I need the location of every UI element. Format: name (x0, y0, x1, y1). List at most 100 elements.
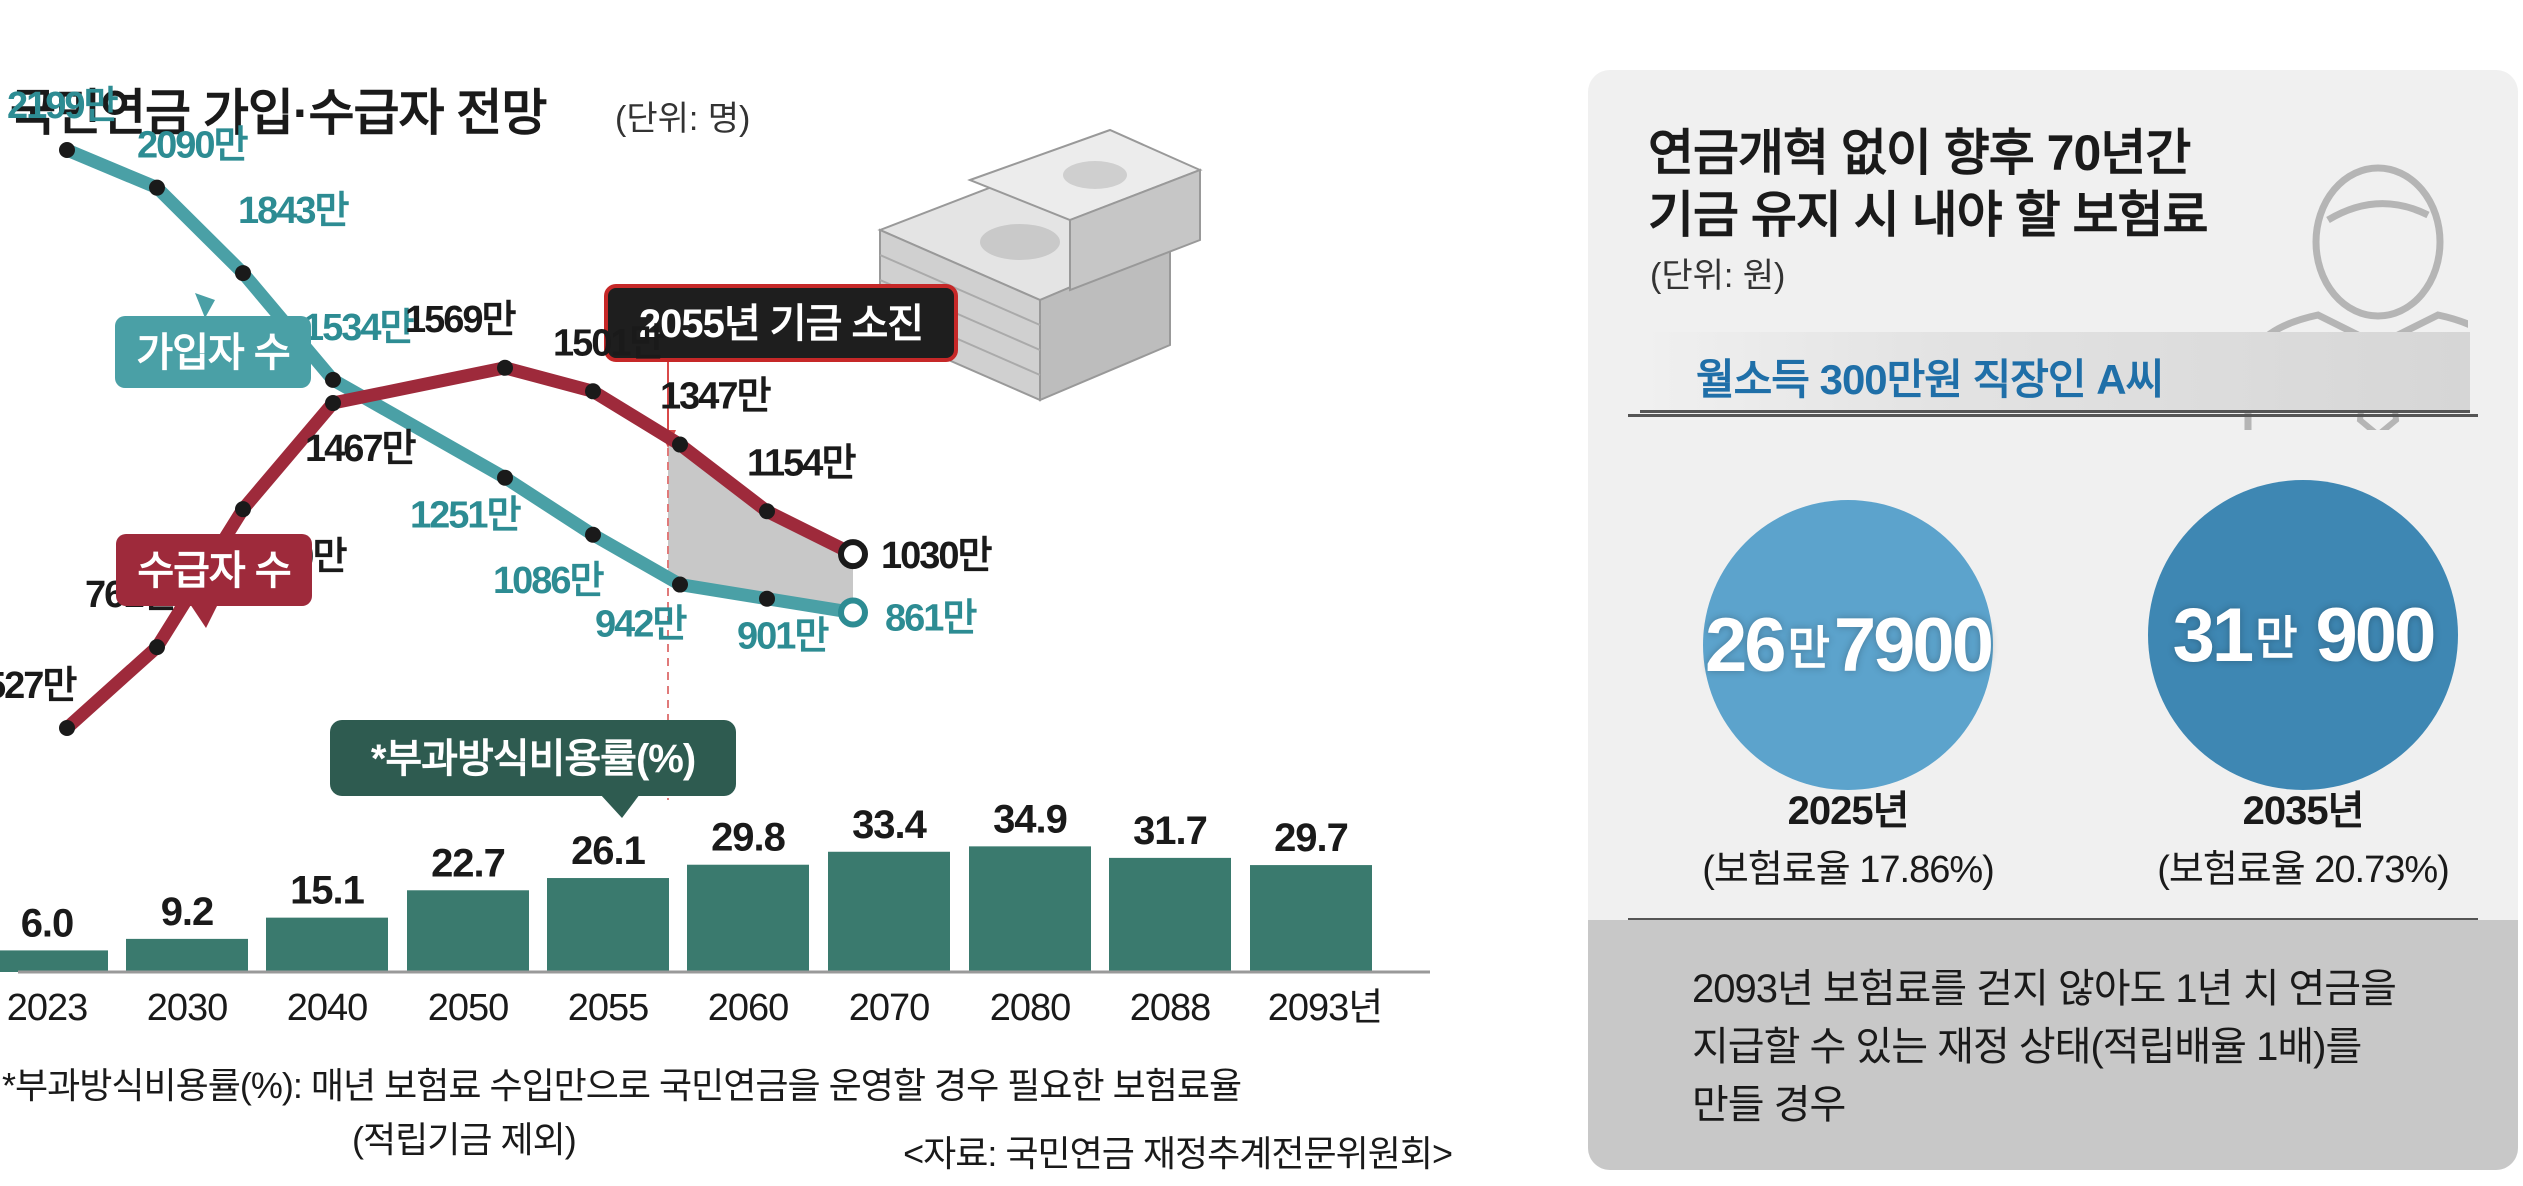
point-ben-7 (672, 436, 688, 453)
legend-beneficiaries-text: 수급자 수 (137, 549, 291, 593)
bar-value-6: 33.4 (852, 803, 928, 847)
depletion-callout: 2055년 기금 소진 (604, 284, 958, 362)
divider-bottom (1628, 918, 2478, 921)
point-ben-0 (59, 720, 75, 736)
bar-value-2: 15.1 (290, 869, 365, 913)
year-2035: 2035년 (2242, 789, 2365, 833)
chart-unit: (단위: 명) (615, 100, 750, 138)
panel-note-line1: 2093년 보험료를 걷지 않아도 1년 치 연금을 (1692, 967, 2397, 1011)
footnote-sub: (적립기금 제외) (352, 1119, 576, 1160)
bar-2050 (407, 890, 529, 972)
bar-2040 (266, 917, 388, 972)
panel-unit: (단위: 원) (1650, 257, 1786, 295)
legend-subscribers: 가입자 수 (115, 293, 311, 388)
legend-subscribers-text: 가입자 수 (136, 331, 290, 375)
point-sub-7 (672, 576, 688, 593)
point-ben-6 (585, 383, 601, 400)
year-2025: 2025년 (1787, 789, 1910, 833)
point-ben-5 (497, 359, 513, 376)
panel-title: 연금개혁 없이 향후 70년간 기금 유지 시 내야 할 보험료 (1648, 122, 2208, 246)
point-sub-8 (759, 590, 775, 607)
point-sub-9 (838, 597, 868, 628)
premium-2035-unit: 만 (2255, 612, 2298, 664)
year-label-2: 2040 (287, 987, 368, 1029)
label-sub-6: 1086만 (493, 560, 605, 602)
population-chart: 국민연금 가입·수급자 전망 (단위: 명) 2055년 기금 소진 2199만… (0, 85, 1453, 1174)
bar-2060 (687, 864, 809, 972)
premium-panel: 연금개혁 없이 향후 70년간 기금 유지 시 내야 할 보험료 (단위: 원)… (1588, 70, 2518, 1170)
point-ben-3 (325, 395, 341, 412)
label-sub-8: 901만 (737, 616, 829, 658)
footnote: *부과방식비용률(%): 매년 보험료 수입만으로 국민연금을 운영할 경우 필… (2, 1065, 1241, 1106)
premium-2025-unit: 만 (1787, 622, 1830, 674)
person-label: 월소득 300만원 직장인 A씨 (1696, 356, 2164, 403)
point-sub-2 (235, 265, 251, 282)
point-ben-9 (838, 539, 868, 570)
chart-title: 국민연금 가입·수급자 전망 (10, 85, 547, 141)
label-sub-5: 1251만 (410, 495, 522, 537)
bar-2070 (828, 851, 950, 972)
point-sub-1 (149, 179, 165, 196)
bar-value-0: 6.0 (21, 901, 74, 945)
panel-note-line3: 만들 경우 (1692, 1083, 1846, 1127)
premium-2035-man: 31 (2172, 592, 2255, 678)
premium-2025-man: 26 (1705, 602, 1787, 688)
bar-value-5: 29.8 (711, 816, 786, 860)
year-label-1: 2030 (147, 987, 228, 1029)
label-sub-3: 1534만 (303, 307, 415, 349)
premium-2035-rest: 900 (2315, 592, 2437, 678)
rate-2025: (보험료율 17.86%) (1702, 849, 1995, 891)
premium-2025-rest: 7900 (1833, 602, 1994, 688)
year-label-6: 2070 (849, 987, 930, 1029)
point-sub-6 (585, 526, 601, 543)
bar-value-9: 29.7 (1274, 816, 1348, 860)
person-band (1640, 332, 2470, 413)
label-ben-0: 527만 (0, 665, 77, 707)
label-ben-9: 1030만 (881, 535, 993, 577)
label-ben-8: 1154만 (747, 442, 856, 484)
year-label-3: 2050 (428, 987, 509, 1029)
panel-note: 2093년 보험료를 걷지 않아도 1년 치 연금을 지급할 수 있는 재정 상… (1692, 960, 2397, 1134)
fund-depletion-area (668, 437, 853, 613)
point-sub-5 (497, 469, 513, 486)
label-sub-7: 942만 (595, 604, 687, 646)
year-label-9: 2093년 (1268, 987, 1383, 1029)
bar-value-3: 22.7 (431, 841, 505, 885)
year-label-5: 2060 (708, 987, 789, 1029)
source: <자료: 국민연금 재정추계전문위원회> (903, 1133, 1452, 1174)
bar-value-7: 34.9 (993, 797, 1067, 841)
year-label-8: 2088 (1130, 987, 1211, 1029)
panel-title-line2: 기금 유지 시 내야 할 보험료 (1648, 187, 2208, 243)
depletion-callout-text: 2055년 기금 소진 (639, 302, 923, 346)
divider-top (1628, 414, 2478, 417)
bar-value-4: 26.1 (571, 829, 646, 873)
bar-value-1: 9.2 (161, 890, 214, 934)
bar-value-8: 31.7 (1133, 809, 1207, 853)
point-sub-0 (59, 142, 75, 158)
year-label-7: 2080 (990, 987, 1071, 1029)
year-label-0: 2023 (7, 987, 88, 1029)
label-ben-7: 1347만 (660, 376, 772, 418)
label-ben-6: 1501만 (553, 322, 665, 364)
premium-2025-circle: 26 만 7900 (1703, 500, 1994, 790)
bar-chart-title: *부과방식비용률(%) (371, 737, 695, 781)
bar-2088 (1109, 857, 1231, 972)
point-ben-8 (759, 503, 775, 520)
label-sub-0: 2199만 (7, 85, 119, 127)
bar-2023 (0, 950, 108, 972)
rate-2035: (보험료율 20.73%) (2157, 849, 2450, 891)
point-sub-3 (325, 371, 341, 388)
label-sub-2: 1843만 (238, 190, 350, 232)
label-sub-9: 861만 (885, 598, 977, 640)
point-ben-2 (235, 501, 251, 518)
year-label-4: 2055 (568, 987, 649, 1029)
label-ben-3: 1467만 (305, 428, 417, 470)
panel-note-line2: 지급할 수 있는 재정 상태(적립배율 1배)를 (1692, 1025, 2362, 1069)
premium-2035-circle: 31 만 900 (2148, 480, 2458, 790)
label-ben-5: 1569만 (405, 299, 517, 341)
bar-chart-title-box: *부과방식비용률(%) (330, 720, 736, 818)
bar-2055 (547, 878, 669, 972)
panel-title-line1: 연금개혁 없이 향후 70년간 (1648, 125, 2191, 181)
panel-note-area (1588, 920, 2518, 1170)
bar-2093년 (1250, 865, 1372, 972)
